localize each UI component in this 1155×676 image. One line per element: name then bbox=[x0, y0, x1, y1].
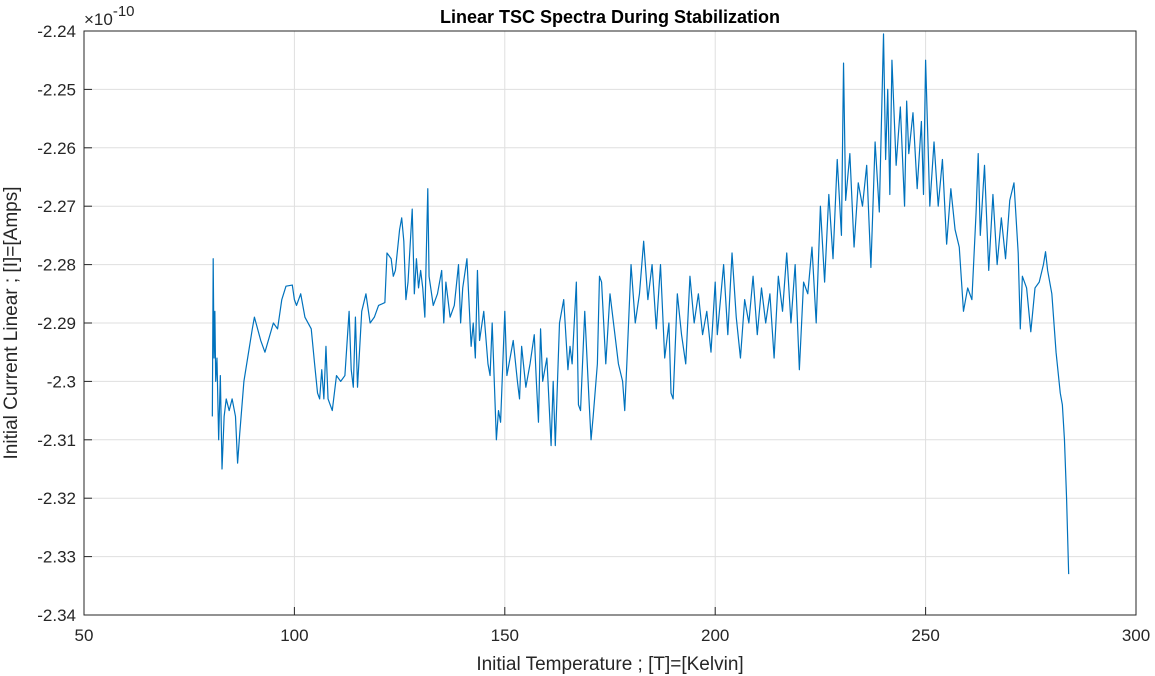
y-multiplier: ×10-10 bbox=[84, 3, 135, 29]
ticks: 50 100 150 200 250 300 -2.24 -2.25 -2.26 -2.27 -2.… bbox=[37, 22, 1150, 645]
x-tick-label: 50 bbox=[75, 626, 94, 645]
y-tick-label: -2.27 bbox=[37, 197, 76, 216]
y-tick-label: -2.25 bbox=[37, 80, 76, 99]
plot bbox=[211, 33, 1070, 575]
y-tick-label: -2.32 bbox=[37, 489, 76, 508]
y-tick-label: -2.31 bbox=[37, 431, 76, 450]
y-tick-label: -2.24 bbox=[37, 22, 76, 41]
x-axis-label: Initial Temperature ; [T]=[Kelvin] bbox=[476, 654, 743, 675]
x-tick-label: 200 bbox=[701, 626, 729, 645]
x-tick-label: 300 bbox=[1122, 626, 1150, 645]
y-multiplier-base: ×10 bbox=[84, 10, 113, 29]
grid bbox=[83, 30, 1137, 616]
x-tick-label: 250 bbox=[911, 626, 939, 645]
x-tick-label: 150 bbox=[491, 626, 519, 645]
y-tick-label: -2.29 bbox=[37, 314, 76, 333]
y-tick-label: -2.3 bbox=[47, 372, 76, 391]
y-multiplier-exponent: -10 bbox=[113, 3, 135, 20]
data-line bbox=[211, 33, 1070, 575]
y-tick-label: -2.26 bbox=[37, 139, 76, 158]
y-tick-label: -2.34 bbox=[37, 606, 76, 625]
y-axis-label: Initial Current Linear ; [I]=[Amps] bbox=[1, 187, 22, 460]
chart-title: Linear TSC Spectra During Stabilization bbox=[440, 7, 780, 27]
y-tick-label: -2.28 bbox=[37, 256, 76, 275]
x-tick-label: 100 bbox=[280, 626, 308, 645]
y-tick-label: -2.33 bbox=[37, 548, 76, 567]
